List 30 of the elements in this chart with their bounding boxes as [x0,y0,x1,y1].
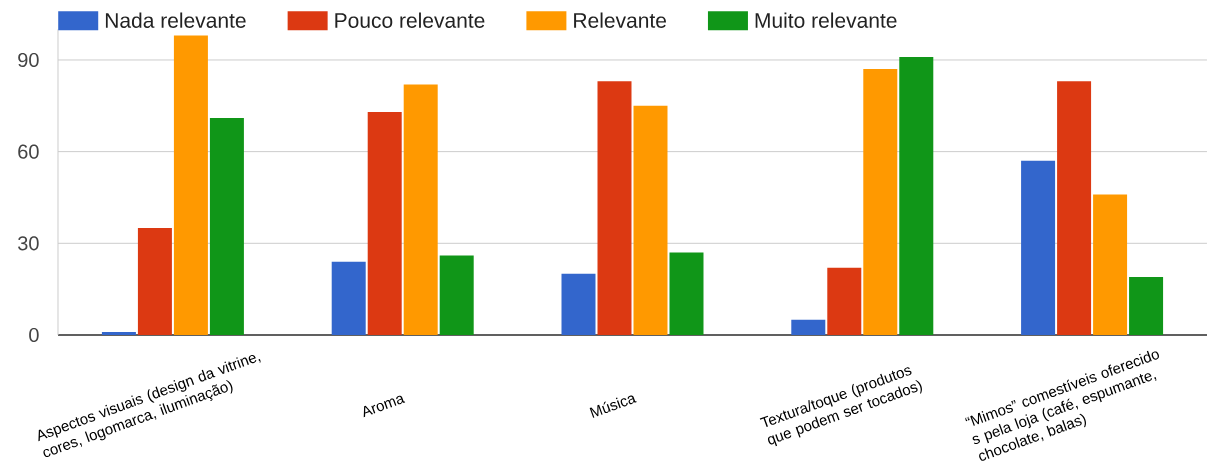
legend-label: Relevante [574,12,666,28]
x-tick-label: Aroma [363,395,406,418]
bar [331,261,366,335]
bar [403,84,438,335]
bar [633,105,668,335]
bar [1021,160,1056,335]
bar [827,267,862,335]
bar [669,252,704,335]
bar [367,111,402,335]
bar [137,228,172,335]
bar [439,255,474,335]
bar [791,319,826,335]
bar [863,69,898,335]
y-tick-label: 30 [18,236,39,251]
bar [597,81,632,335]
bar [173,35,208,335]
bar [209,118,244,335]
y-tick-label: 90 [18,52,39,68]
bar [1129,276,1164,335]
x-tick-label: Música [589,395,637,418]
legend-label: Pouco relevante [335,12,485,28]
bar [1057,81,1092,335]
y-tick-label: 0 [29,327,39,343]
bar [101,331,136,335]
legend-label: Muito relevante [755,12,897,28]
bar [1093,194,1128,335]
bar [899,56,934,335]
bar [561,273,596,335]
y-tick-label: 60 [18,144,39,159]
legend-label: Nada relevante [105,12,246,28]
